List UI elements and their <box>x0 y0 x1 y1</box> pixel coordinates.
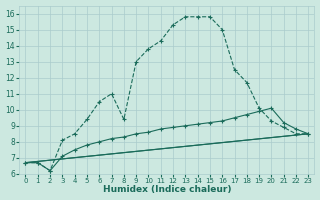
X-axis label: Humidex (Indice chaleur): Humidex (Indice chaleur) <box>103 185 231 194</box>
